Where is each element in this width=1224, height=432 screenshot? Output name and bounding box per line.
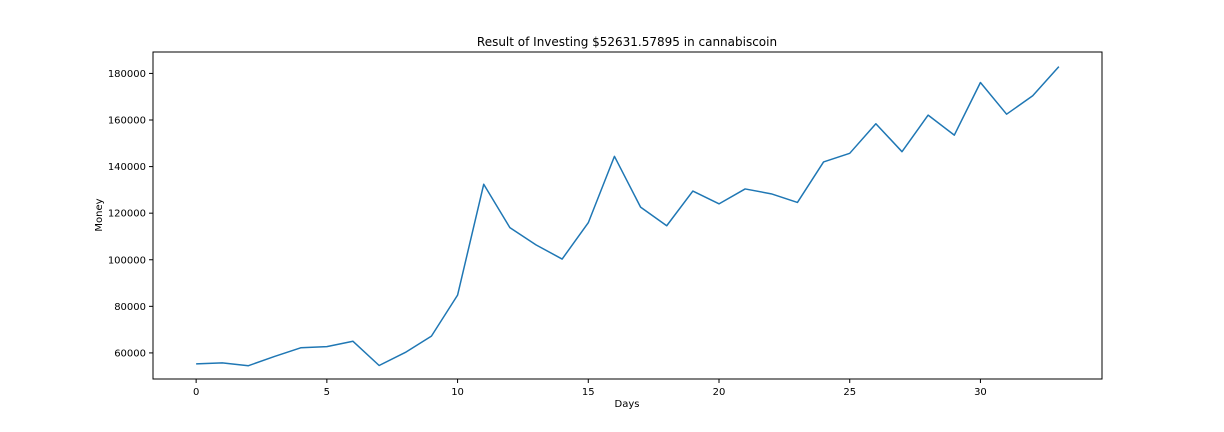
x-tick-label: 30 — [974, 387, 987, 398]
y-tick-label: 100000 — [108, 255, 146, 266]
y-tick-label: 80000 — [114, 302, 146, 313]
x-tick-label: 10 — [451, 387, 464, 398]
plot-frame — [152, 51, 1103, 380]
series-layer — [196, 66, 1060, 367]
x-tick-label: 5 — [324, 387, 330, 398]
x-tick-label: 25 — [843, 387, 856, 398]
x-tick-label: 20 — [713, 387, 726, 398]
y-tick-label: 140000 — [108, 162, 146, 173]
y-axis-label: Money — [94, 198, 105, 231]
y-tick-label: 60000 — [114, 348, 146, 359]
x-axis-ticks: 0 5 10 15 20 25 30 — [193, 379, 987, 398]
y-tick-label: 120000 — [108, 209, 146, 220]
x-tick-label: 0 — [193, 387, 199, 398]
chart-title: Result of Investing $52631.57895 in cann… — [477, 35, 777, 49]
y-tick-label: 160000 — [108, 116, 146, 127]
x-axis-label: Days — [615, 399, 640, 410]
series-line — [196, 66, 1060, 367]
y-axis-ticks: 60000 80000 100000 120000 140000 160000 180000 — [108, 69, 153, 359]
x-tick-label: 15 — [582, 387, 595, 398]
y-tick-label: 180000 — [108, 69, 146, 80]
